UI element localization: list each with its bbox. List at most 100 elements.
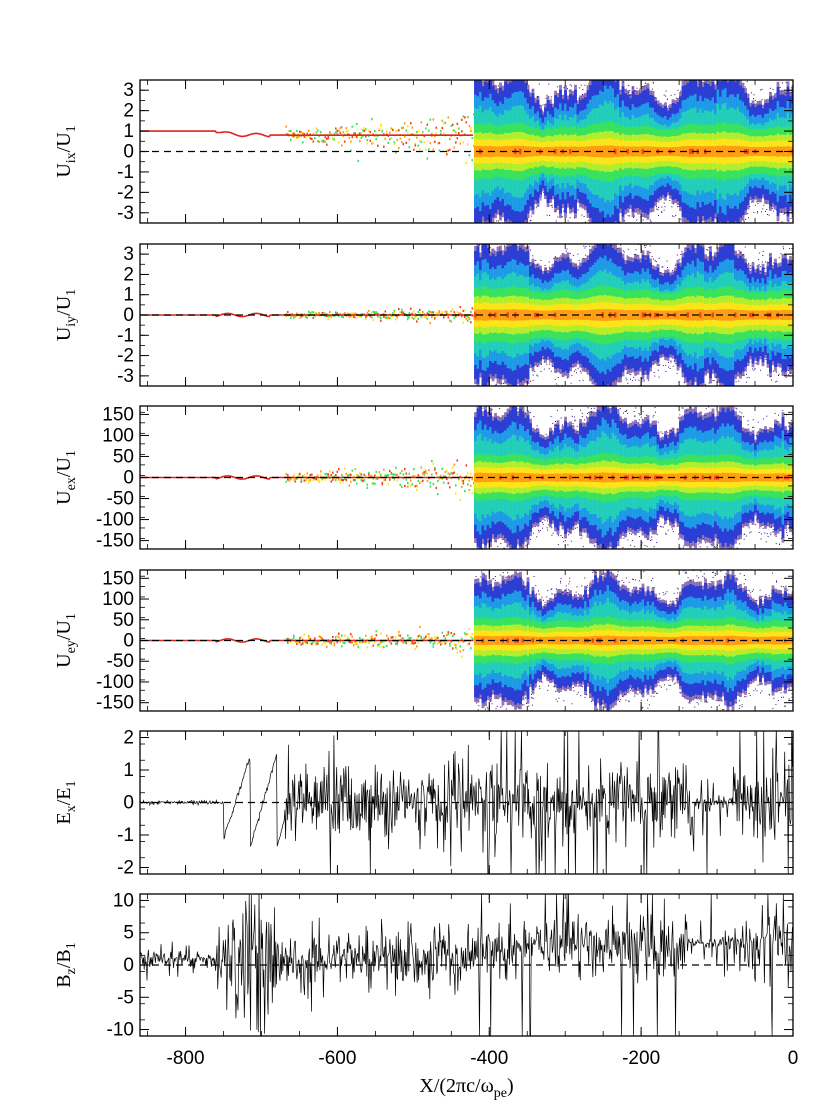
particle-mark: [567, 544, 569, 546]
particle-mark: [613, 388, 614, 389]
particle-mark: [660, 431, 662, 433]
particle-mark: [605, 51, 606, 52]
particle-mark: [740, 229, 741, 230]
particle-mark: [705, 408, 707, 410]
particle-mark: [610, 397, 611, 398]
particle-mark: [637, 78, 638, 79]
particle-mark: [649, 252, 651, 253]
particle-mark: [338, 313, 340, 316]
particle-mark: [667, 105, 669, 107]
particle-mark: [417, 310, 420, 314]
particle-mark: [513, 403, 514, 404]
particle-mark: [414, 315, 417, 318]
density-bin: [496, 473, 500, 482]
particle-mark: [580, 84, 582, 86]
particle-mark: [714, 68, 715, 69]
particle-mark: [435, 486, 438, 490]
density-bin: [736, 145, 740, 158]
particle-mark: [657, 525, 658, 527]
particle-mark: [541, 110, 543, 112]
particle-mark: [670, 94, 672, 96]
particle-mark: [607, 557, 608, 558]
particle-mark: [526, 233, 527, 234]
particle-mark: [461, 130, 463, 133]
particle-mark: [410, 484, 412, 487]
particle-mark: [623, 412, 624, 414]
particle-mark: [465, 464, 468, 467]
particle-mark: [426, 157, 429, 160]
particle-mark: [682, 229, 683, 230]
particle-mark: [528, 395, 529, 396]
particle-mark: [387, 141, 390, 144]
density-bin: [496, 309, 500, 321]
particle-mark: [475, 236, 476, 237]
particle-mark: [778, 373, 780, 375]
particle-mark: [372, 318, 375, 322]
particle-mark: [790, 92, 792, 94]
particle-mark: [506, 546, 508, 548]
particle-mark: [605, 231, 606, 232]
particle-mark: [574, 419, 576, 421]
particle-mark: [423, 141, 426, 144]
particle-mark: [599, 230, 600, 231]
particle-mark: [354, 468, 357, 471]
particle-mark: [673, 216, 675, 218]
particle-mark: [366, 486, 369, 490]
particle-mark: [655, 261, 657, 262]
particle-mark: [579, 87, 581, 89]
particle-mark: [399, 472, 402, 475]
density-bin: [676, 473, 680, 482]
particle-mark: [353, 315, 355, 318]
particle-mark: [422, 130, 424, 134]
particle-mark: [393, 473, 396, 476]
particle-mark: [362, 129, 364, 132]
particle-mark: [441, 310, 444, 314]
particle-mark: [509, 65, 510, 66]
particle-mark: [630, 544, 632, 546]
particle-mark: [642, 86, 644, 87]
particle-mark: [755, 362, 757, 364]
particle-mark: [512, 232, 513, 233]
particle-mark: [297, 133, 300, 136]
particle-mark: [617, 402, 618, 403]
particle-mark: [540, 198, 542, 200]
particle-mark: [612, 396, 613, 397]
particle-mark: [363, 129, 366, 133]
particle-mark: [338, 314, 340, 317]
particle-mark: [312, 477, 315, 480]
particle-mark: [525, 239, 526, 240]
particle-mark: [789, 77, 790, 78]
particle-mark: [419, 311, 421, 315]
particle-mark: [450, 124, 453, 127]
particle-mark: [478, 564, 479, 565]
particle-mark: [627, 539, 629, 541]
particle-mark: [446, 469, 448, 473]
particle-mark: [696, 389, 697, 390]
particle-mark: [371, 482, 373, 485]
particle-mark: [705, 542, 707, 544]
particle-mark: [353, 312, 355, 315]
particle-mark: [519, 237, 520, 238]
density-bin: [724, 472, 727, 483]
particle-mark: [735, 237, 736, 238]
particle-mark: [392, 128, 394, 132]
particle-mark: [647, 67, 648, 68]
particle-mark: [700, 240, 701, 241]
particle-mark: [571, 375, 573, 377]
particle-mark: [726, 391, 727, 392]
particle-mark: [537, 96, 539, 97]
particle-mark: [762, 208, 764, 210]
particle-mark: [561, 424, 563, 426]
particle-mark: [375, 477, 378, 480]
particle-mark: [441, 119, 444, 122]
particle-mark: [410, 307, 412, 310]
particle-mark: [350, 312, 352, 315]
particle-mark: [477, 232, 478, 233]
particle-mark: [294, 477, 297, 480]
plot-area: [140, 51, 793, 233]
particle-mark: [500, 225, 501, 226]
particle-mark: [407, 131, 409, 134]
particle-mark: [495, 384, 497, 386]
particle-mark: [552, 365, 554, 367]
particle-mark: [417, 479, 420, 483]
